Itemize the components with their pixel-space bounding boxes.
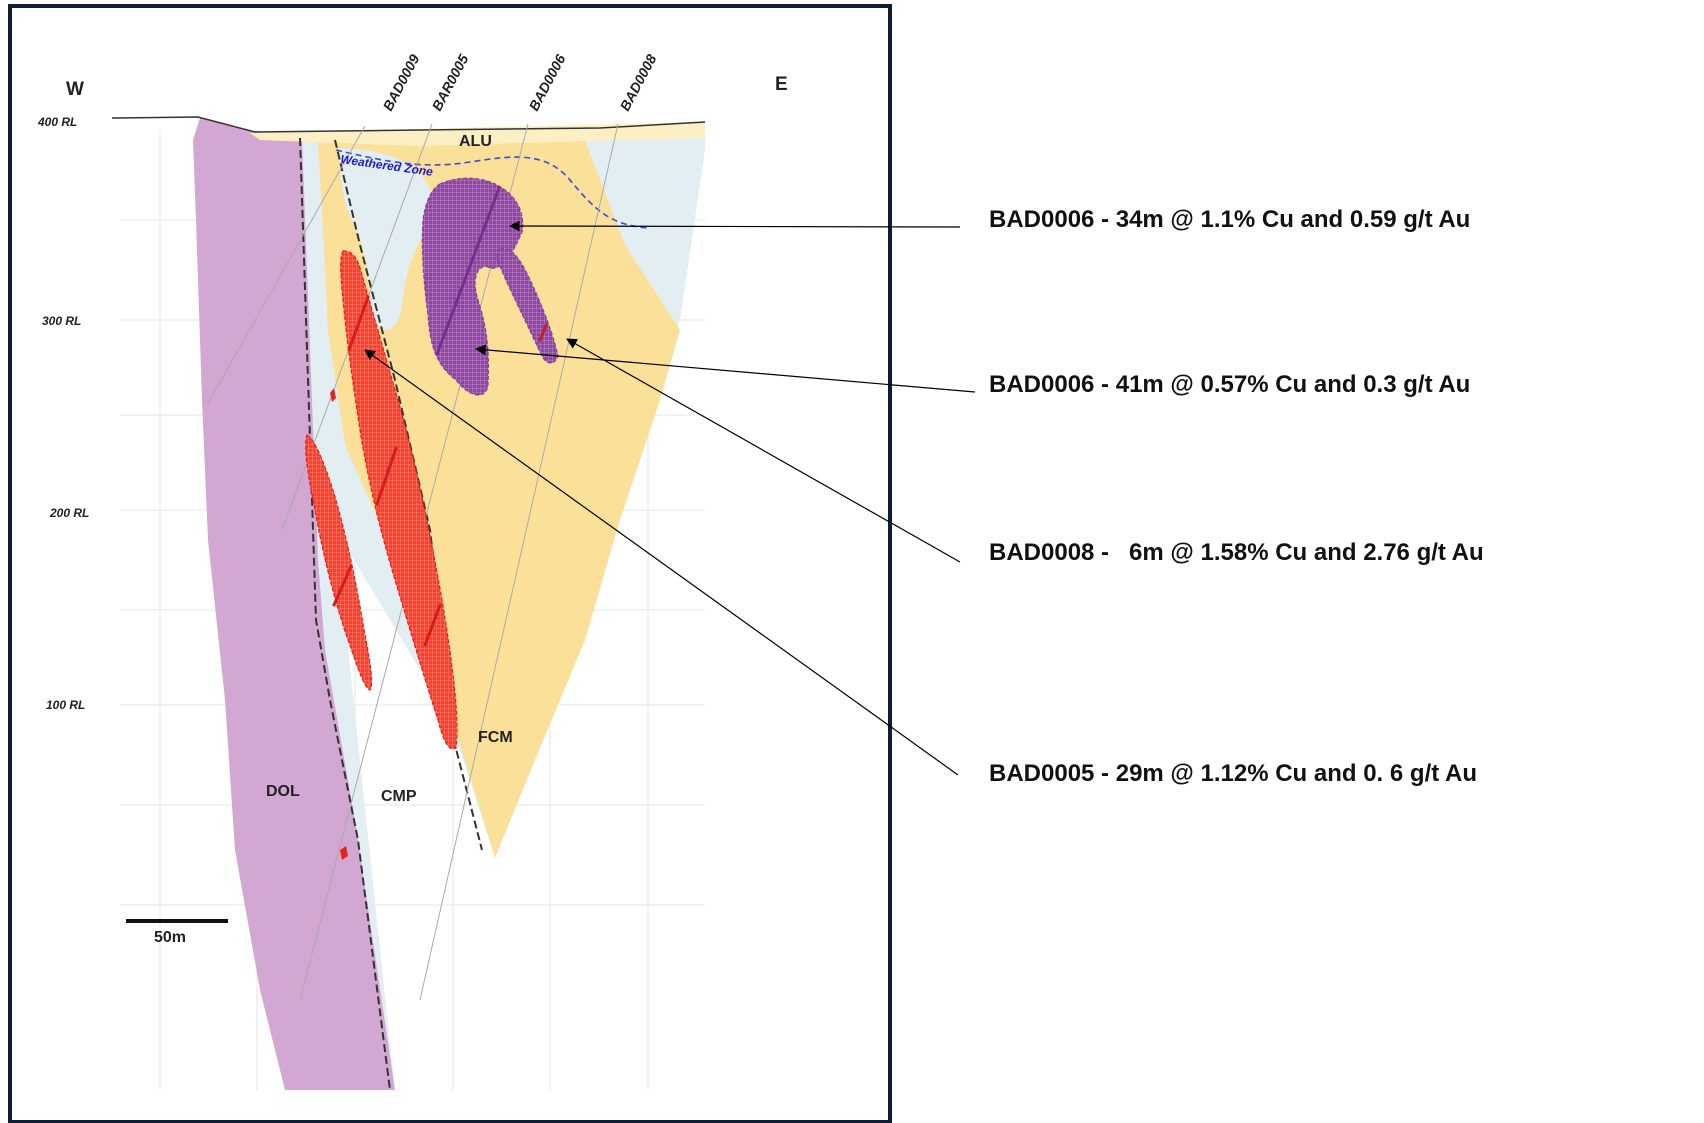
rl-label-300: 300 RL: [42, 314, 81, 328]
fcm-embayment: [339, 148, 432, 330]
weathered-zone-line: [335, 149, 649, 229]
scale-bar-label: 50m: [154, 929, 186, 946]
leader-lines: [364, 220, 976, 776]
red-sliver-b: [340, 846, 348, 860]
intercept-label-4: BAD0005 - 29m @ 1.12% Cu and 0. 6 g/t Au: [989, 760, 1477, 787]
west-label: W: [66, 79, 84, 100]
fcm-unit: [318, 140, 680, 858]
fcm-cmp-contact: [334, 139, 483, 851]
unit-label-dol: DOL: [266, 783, 300, 800]
east-label: E: [775, 74, 788, 95]
purple-zone: [421, 177, 524, 396]
unit-label-cmp: CMP: [381, 788, 417, 805]
rl-label-100: 100 RL: [46, 698, 85, 712]
intercept-segments: [332, 186, 548, 647]
unit-label-fcm: FCM: [478, 729, 513, 746]
red-sliver-a: [330, 388, 336, 402]
intercept-label-3: BAD0008 - 6m @ 1.58% Cu and 2.76 g/t Au: [989, 539, 1484, 566]
unit-label-alu: ALU: [459, 133, 492, 150]
rl-label-200: 200 RL: [49, 506, 89, 520]
intercept-label-1: BAD0006 - 34m @ 1.1% Cu and 0.59 g/t Au: [989, 206, 1470, 233]
rl-label-400: 400 RL: [37, 115, 77, 129]
intercept-label-2: BAD0006 - 41m @ 0.57% Cu and 0.3 g/t Au: [989, 371, 1470, 398]
red-zone-lower: [305, 434, 373, 691]
